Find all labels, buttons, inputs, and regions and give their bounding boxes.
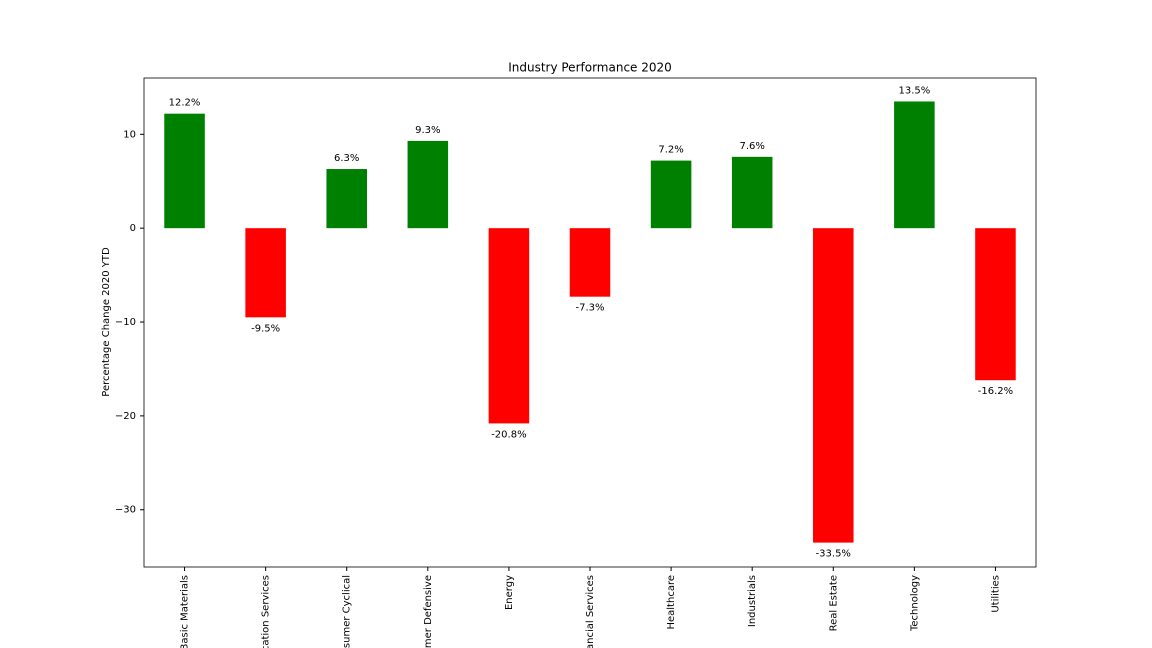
data-label: -7.3% (575, 303, 604, 314)
bar (245, 228, 286, 318)
x-tick-label: Utilities (990, 575, 1001, 613)
bar (813, 228, 854, 543)
data-label: 7.2% (658, 145, 683, 156)
x-tick-label: sumer Cyclical (342, 575, 353, 648)
x-tick-label: Technology (909, 575, 920, 632)
bar (650, 160, 692, 229)
data-label: -9.5% (251, 323, 280, 334)
x-tick-label: Industrials (747, 575, 758, 627)
bar (975, 228, 1016, 381)
data-label: -20.8% (491, 429, 526, 440)
data-label: -16.2% (978, 386, 1013, 397)
x-tick-label: mer Defensive (423, 575, 434, 648)
bar (894, 101, 935, 229)
x-tick-label: Basic Materials (180, 575, 191, 648)
bar (488, 228, 530, 424)
bar (569, 228, 611, 297)
data-label: 7.6% (739, 141, 764, 152)
bar (164, 113, 205, 229)
plot-frame (143, 77, 1037, 568)
data-label: 13.5% (898, 85, 930, 96)
y-tick-label: 10 (123, 129, 136, 140)
y-axis-label: Percentage Change 2020 YTD (101, 247, 112, 397)
x-tick-label: Energy (504, 575, 515, 610)
x-tick-label: ancial Services (585, 575, 596, 648)
y-tick-label: −30 (115, 505, 136, 516)
bar (407, 140, 449, 229)
data-label: -33.5% (816, 549, 851, 560)
data-label: 12.2% (169, 98, 201, 109)
x-tick-label: Healthcare (666, 575, 677, 630)
chart-title: Industry Performance 2020 (508, 61, 672, 75)
y-tick-label: −10 (115, 317, 136, 328)
y-tick-label: 0 (130, 223, 136, 234)
x-tick-label: cation Services (261, 575, 272, 648)
y-tick-label: −20 (115, 411, 136, 422)
bar (731, 156, 773, 229)
data-label: 9.3% (415, 125, 440, 136)
bar (326, 169, 367, 229)
data-label: 6.3% (334, 153, 359, 164)
x-tick-label: Real Estate (828, 575, 839, 631)
